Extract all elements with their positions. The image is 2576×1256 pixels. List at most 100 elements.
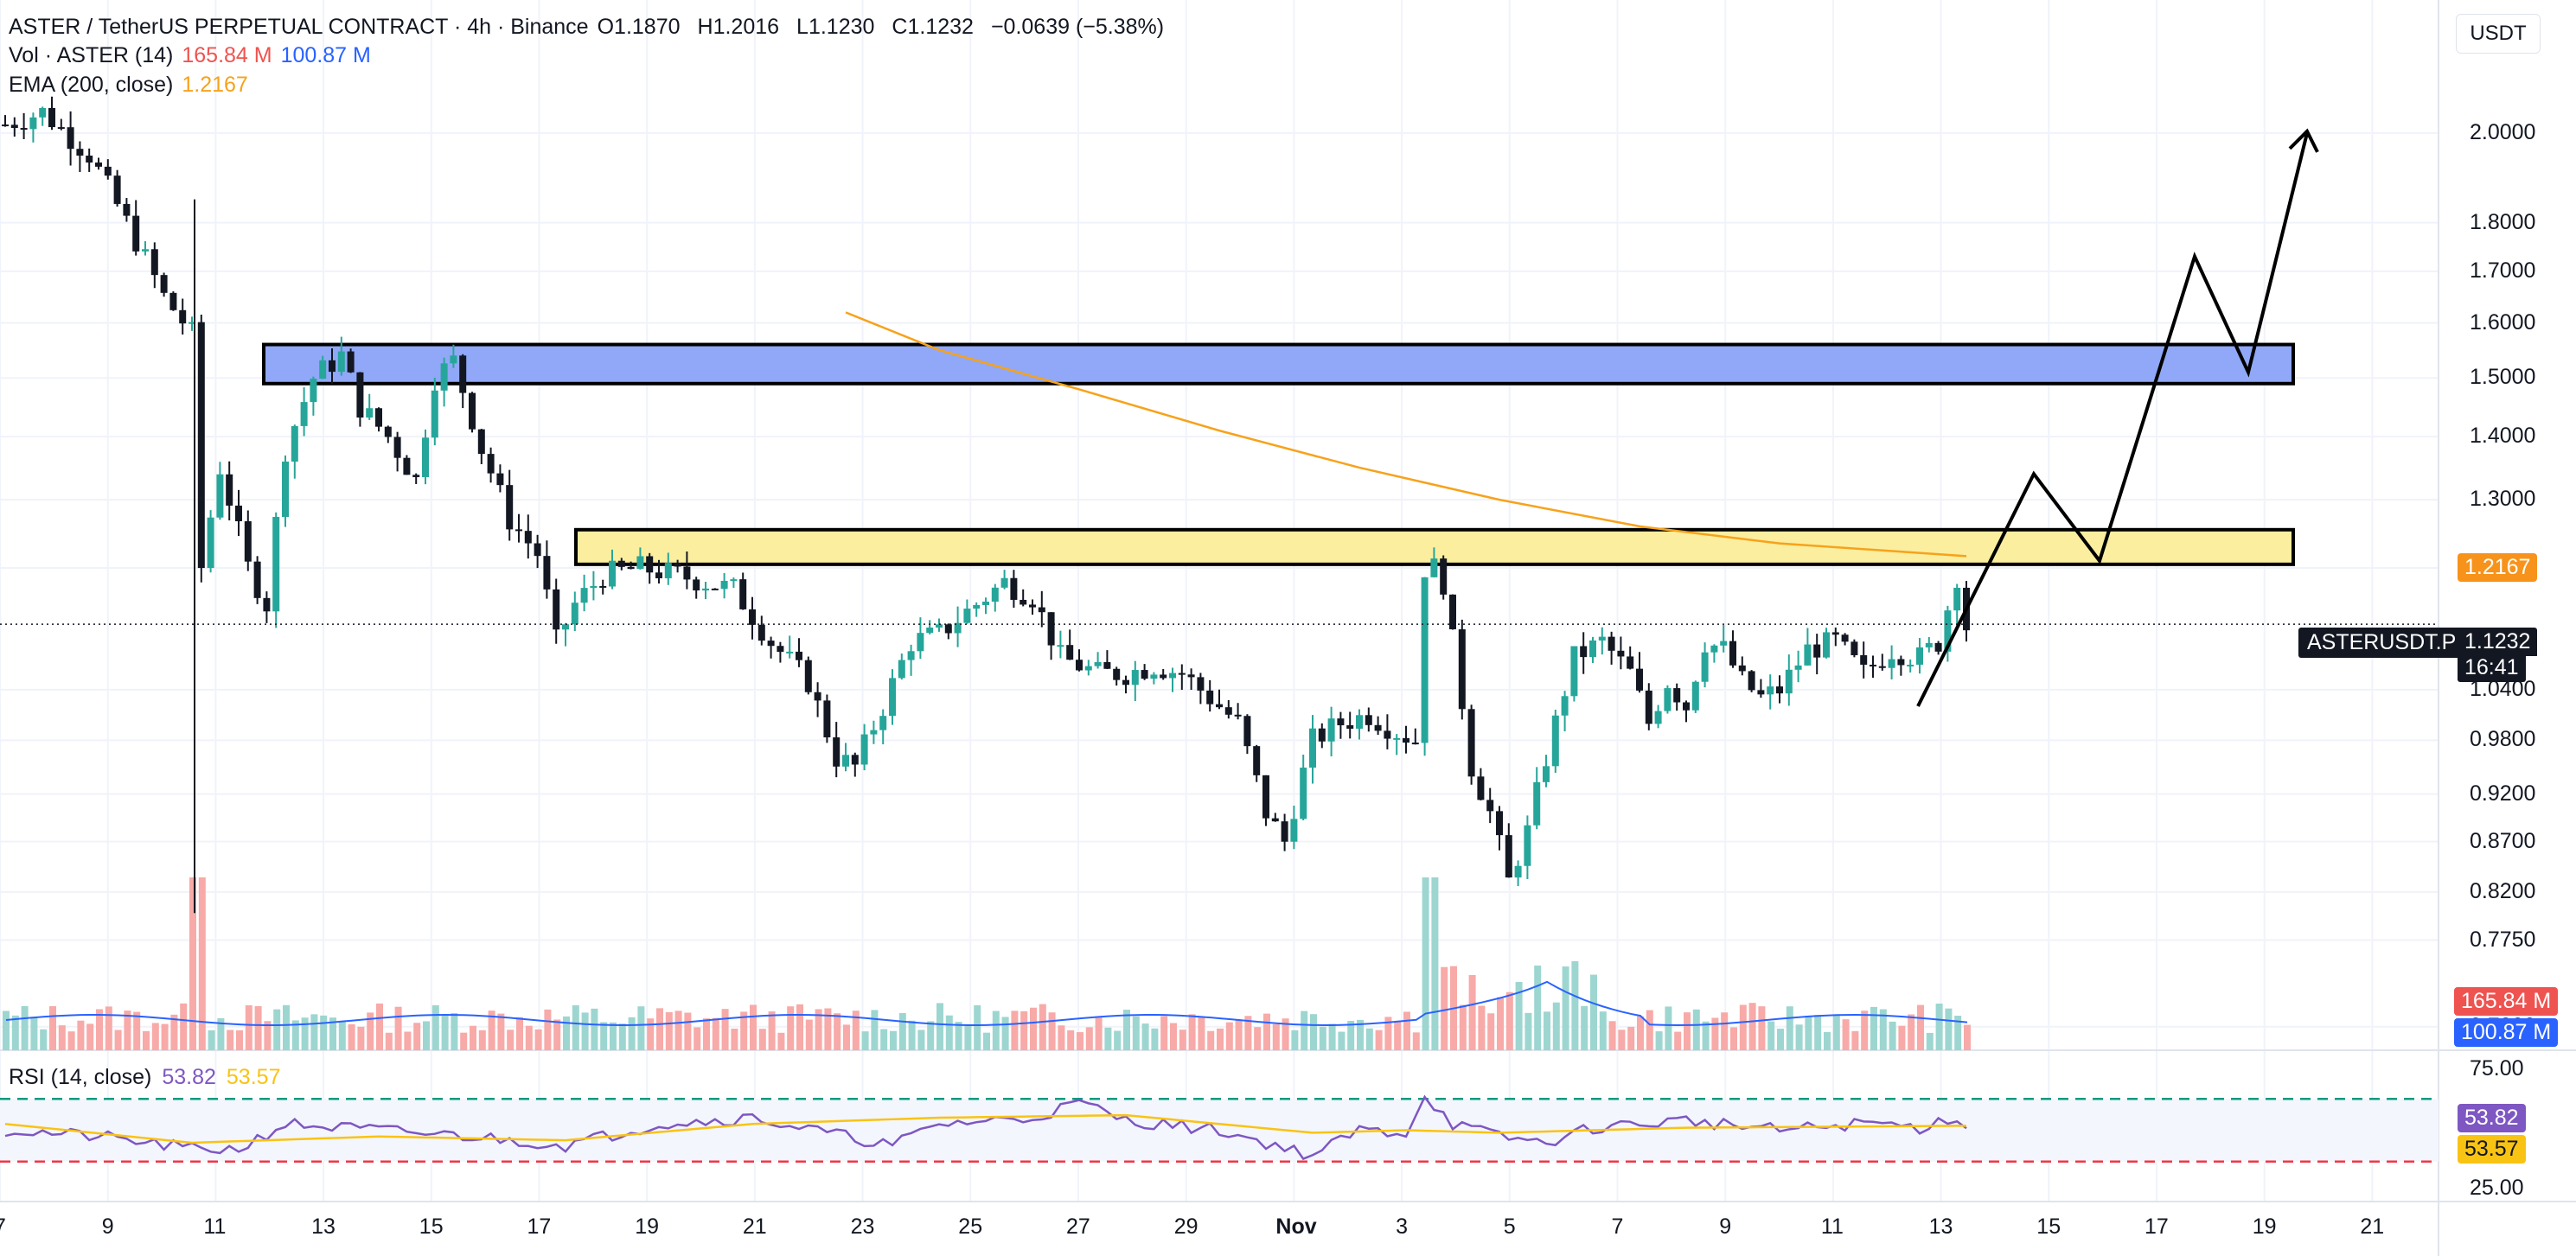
rsi-ma-tag: 53.57 [2458, 1135, 2526, 1164]
volume-bar [581, 1012, 589, 1050]
volume-bar [1889, 1021, 1896, 1050]
volume-bar [198, 877, 206, 1050]
volume-bar [1552, 1002, 1560, 1050]
volume-bar [1347, 1020, 1355, 1050]
volume-bar [1618, 1030, 1626, 1050]
candle-body [263, 597, 271, 612]
volume-bar [1431, 877, 1439, 1050]
candle-body [1701, 652, 1709, 682]
candle-body [48, 107, 55, 128]
candle-body [1543, 766, 1550, 782]
ohlc-open: 1.1870 [614, 15, 681, 39]
volume-bar [1225, 1022, 1233, 1050]
candle-body [319, 360, 327, 379]
candle-body [132, 215, 140, 252]
volume-bar [1861, 1011, 1869, 1050]
candle-body [1262, 775, 1269, 819]
candle-body [1169, 673, 1176, 679]
candle-body [450, 355, 457, 364]
volume-bar [694, 1027, 701, 1050]
candle-body [393, 437, 401, 458]
candle-body [95, 163, 102, 167]
volume-bar [329, 1017, 336, 1050]
volume-bar [180, 1003, 188, 1050]
candle-body [860, 734, 868, 765]
candle-body [1524, 825, 1531, 866]
volume-bar [170, 1014, 178, 1050]
volume-bar [254, 1005, 262, 1050]
candle-body [524, 531, 532, 544]
candle-body [917, 633, 924, 652]
candle-body [1449, 594, 1456, 630]
volume-bar [217, 1017, 225, 1050]
candle-body [534, 543, 541, 557]
candle-body [1403, 737, 1409, 743]
volume-bar [1515, 981, 1523, 1050]
volume-bar [189, 877, 196, 1050]
candle-body [1561, 696, 1569, 716]
volume-bar [1908, 1014, 1915, 1050]
candle-body [1094, 661, 1102, 666]
rsi-level-upper: 75.00 [2470, 1056, 2524, 1081]
volume-bar [1917, 1004, 1924, 1050]
volume-bar [1562, 966, 1569, 1050]
candle-body [150, 249, 158, 276]
volume-bar [1001, 1017, 1009, 1050]
time-tick-label: 13 [1928, 1215, 1953, 1239]
volume-bar [58, 1025, 66, 1050]
volume-bar [1777, 1029, 1784, 1050]
volume-bar [740, 1011, 748, 1050]
volume-bar [1870, 1006, 1877, 1050]
candle-body [1103, 661, 1111, 669]
candle-body [207, 517, 214, 569]
volume-bar [1608, 1021, 1616, 1050]
ohlc-change: −0.0639 (−5.38%) [990, 15, 1165, 39]
volume-bar [1141, 1023, 1149, 1050]
candle-body [1477, 776, 1485, 800]
volume-bar [758, 1029, 766, 1050]
currency-button[interactable]: USDT [2456, 14, 2541, 54]
volume-bar [1244, 1016, 1252, 1050]
candle-body [1897, 659, 1905, 666]
volume-bar [1599, 1011, 1607, 1050]
time-tick-label: 27 [1066, 1215, 1090, 1239]
candle-body [1496, 811, 1503, 836]
ohlc-high: 1.2016 [713, 15, 780, 39]
candle-body [384, 426, 392, 437]
volume-bar [133, 1011, 141, 1050]
volume-bar [731, 1028, 738, 1050]
candle-body [1020, 599, 1027, 605]
volume-bar [40, 1029, 48, 1050]
candle-body [879, 716, 887, 730]
volume-bar [273, 1009, 281, 1050]
legend-volume-row[interactable]: Vol · ASTER (14) 165.84 M 100.87 M [9, 41, 380, 69]
volume-bar [1702, 1021, 1710, 1050]
candle-body [823, 700, 831, 738]
candle-body [282, 461, 289, 518]
volume-bar [1422, 877, 1429, 1050]
rsi-line [4, 1094, 1967, 1161]
volume-bar [404, 1031, 412, 1050]
rsi-label: RSI (14, close) [9, 1065, 152, 1089]
volume-bar [1412, 1032, 1420, 1050]
legend-ema-row[interactable]: EMA (200, close) 1.2167 [9, 71, 257, 99]
volume-bar [1954, 1016, 1962, 1050]
volume-bar [1310, 1014, 1317, 1050]
candle-body [123, 203, 131, 216]
volume-bar [151, 1023, 159, 1050]
rsi-band [0, 1099, 2439, 1162]
ema-200-line [845, 311, 1967, 558]
candle-body [1337, 718, 1345, 726]
ohlc-open-label: O [597, 15, 615, 39]
volume-bar [1721, 1012, 1729, 1050]
volume-bar [871, 1010, 879, 1050]
rsi-legend[interactable]: RSI (14, close) 53.82 53.57 [9, 1065, 291, 1090]
volume-bar [394, 1006, 402, 1050]
candle-body [337, 351, 345, 373]
volume-bar [1525, 1012, 1532, 1050]
candle-body [1271, 818, 1279, 822]
candle-body [403, 457, 411, 475]
candle-body [10, 124, 18, 129]
volume-bar [1505, 991, 1513, 1050]
volume-bar [1824, 1031, 1831, 1050]
